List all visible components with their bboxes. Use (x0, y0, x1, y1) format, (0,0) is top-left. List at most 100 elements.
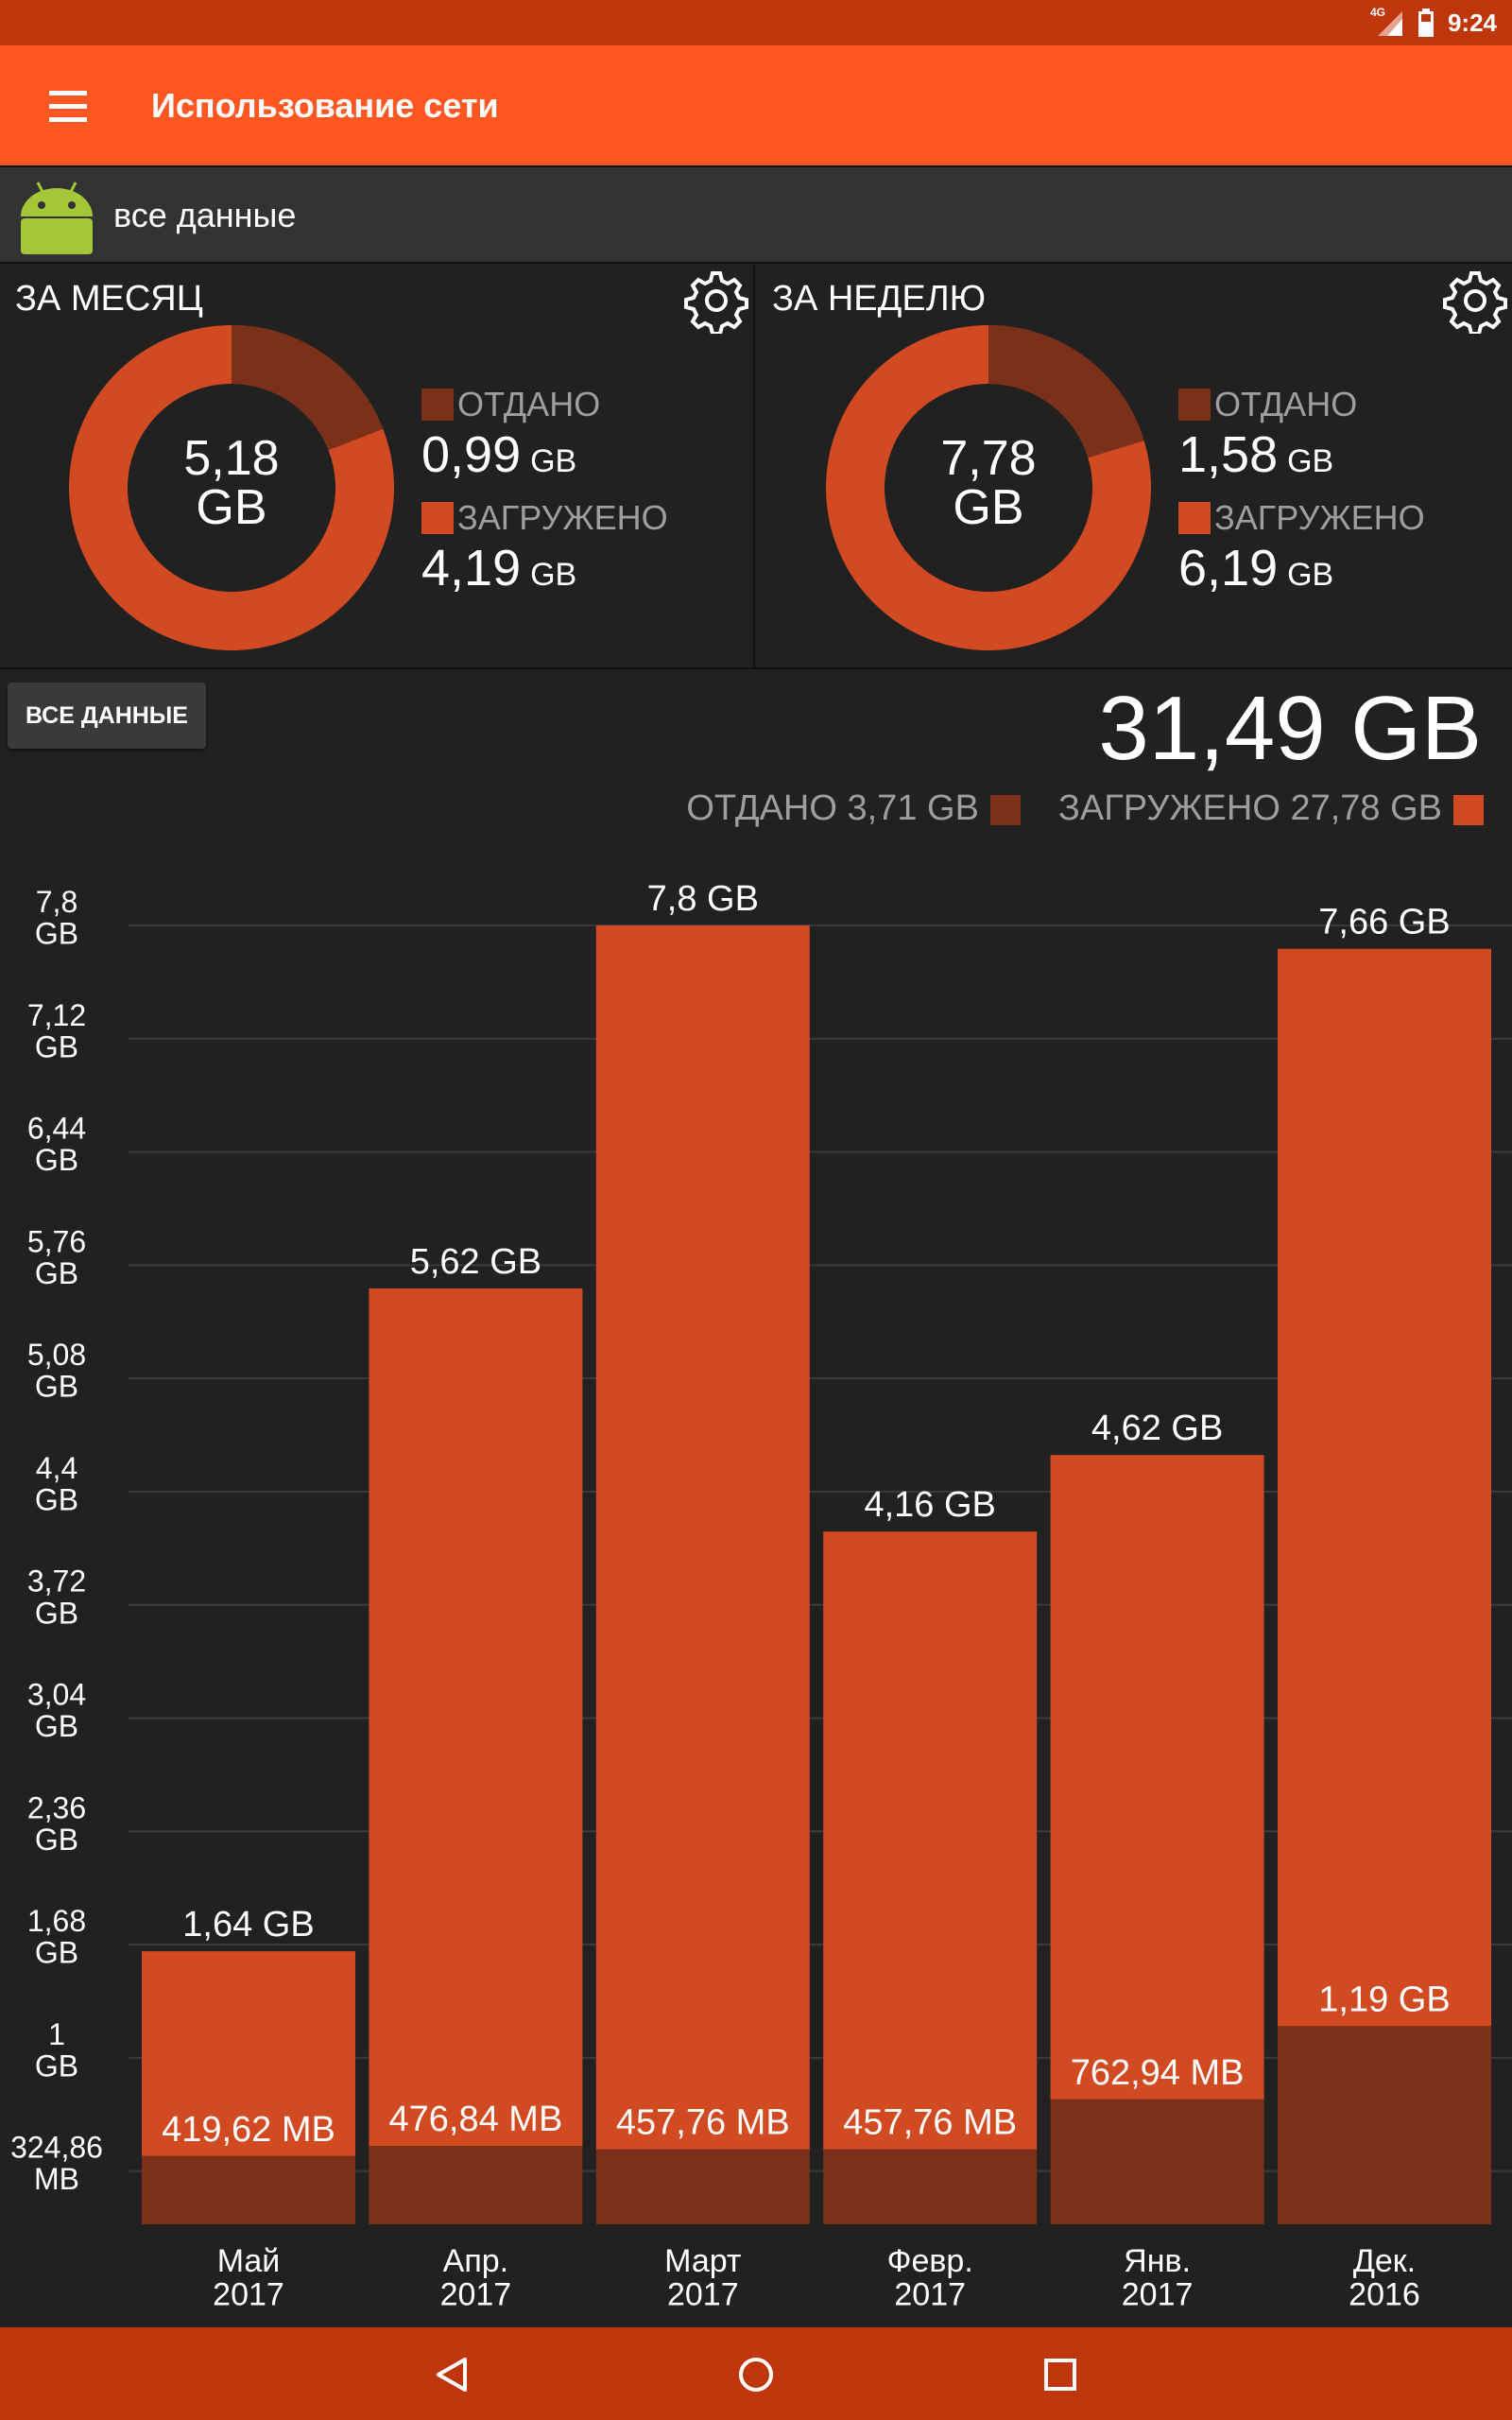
bar-downloaded (369, 1288, 583, 2147)
downloaded-label: ЗАГРУЖЕНО (1214, 498, 1425, 537)
uploaded-unit: GB (530, 443, 577, 479)
recents-icon[interactable] (1032, 2348, 1089, 2401)
bar-uploaded-label: 457,76 MB (843, 2103, 1017, 2143)
status-bar: 4G 9:24 (0, 0, 1512, 45)
legend-uploaded-swatch (989, 794, 1021, 825)
downloaded-legend: ЗАГРУЖЕНО 6,19 GB (1178, 498, 1425, 605)
x-tick-label: Май 2017 (213, 2243, 284, 2313)
bar-total-label: 4,16 GB (864, 1485, 995, 1525)
clock: 9:24 (1447, 8, 1497, 37)
y-tick-label: 5,76 GB (27, 1224, 86, 1290)
downloaded-label: ЗАГРУЖЕНО (457, 498, 668, 537)
donut-total-unit: GB (196, 480, 267, 535)
bar-uploaded-label: 762,94 MB (1071, 2053, 1245, 2093)
downloaded-unit: GB (530, 557, 577, 593)
bar-downloaded (1050, 1455, 1264, 2100)
x-tick-label: Янв. 2017 (1122, 2243, 1194, 2313)
uploaded-swatch (1178, 389, 1211, 421)
network-type: 4G (1369, 6, 1385, 19)
y-tick-label: 2,36 GB (27, 1790, 86, 1857)
navigation-bar (0, 2327, 1512, 2420)
uploaded-value: 0,99 (421, 426, 522, 483)
bar-total-label: 5,62 GB (410, 1242, 541, 1282)
month-donut-chart (69, 325, 394, 650)
status-icons: 4G 9:24 (1370, 0, 1497, 45)
total-usage: 31,49 GB (1098, 678, 1482, 779)
bar-downloaded (595, 925, 810, 2150)
downloaded-legend: ЗАГРУЖЕНО 4,19 GB (421, 498, 668, 605)
bar-uploaded (1050, 2099, 1264, 2224)
page-title: Использование сети (151, 86, 499, 125)
x-tick-label: Апр. 2017 (440, 2243, 512, 2313)
y-tick-label: 1 GB (35, 2017, 78, 2083)
x-tick-label: Март 2017 (664, 2243, 741, 2313)
bar-uploaded (595, 2149, 810, 2224)
legend-uploaded: ОТДАНО 3,71 GB (686, 788, 1021, 829)
all-data-filter-button[interactable]: ВСЕ ДАННЫЕ (8, 683, 206, 749)
uploaded-label: ОТДАНО (457, 385, 601, 424)
bar-downloaded (142, 1951, 355, 2156)
donut-center-total: 5,18 GB (66, 434, 397, 532)
y-tick-label: 5,08 GB (27, 1338, 86, 1404)
donut-uploaded-segment (988, 325, 1144, 459)
menu-icon[interactable] (38, 83, 98, 130)
uploaded-unit: GB (1287, 443, 1334, 479)
uploaded-swatch (421, 389, 454, 421)
y-tick-label: 7,12 GB (27, 998, 86, 1064)
bar-total-label: 7,8 GB (647, 879, 759, 919)
downloaded-value: 4,19 (421, 540, 522, 596)
battery-icon (1418, 9, 1435, 37)
y-tick-label: 324,86 MB (10, 2131, 103, 2197)
chart-legend: ОТДАНО 3,71 GB ЗАГРУЖЕНО 27,78 GB (686, 788, 1484, 829)
bar-uploaded (369, 2146, 583, 2224)
divider (0, 667, 1512, 669)
bar-uploaded (142, 2155, 355, 2224)
legend-uploaded-text: ОТДАНО 3,71 GB (686, 788, 979, 828)
y-tick-label: 6,44 GB (27, 1112, 86, 1178)
gear-icon[interactable] (1442, 268, 1508, 334)
signal-icon: 4G (1370, 6, 1404, 36)
legend-downloaded-text: ЗАГРУЖЕНО 27,78 GB (1057, 788, 1442, 828)
y-tick-label: 1,68 GB (27, 1904, 86, 1970)
donut-total-unit: GB (953, 480, 1024, 535)
month-summary-panel: ЗА МЕСЯЦ 5,18 GB ОТДАНО 0,99 GB ЗАГРУЖЕНО… (0, 266, 755, 667)
downloaded-value: 6,19 (1178, 540, 1279, 596)
downloaded-swatch (1178, 502, 1211, 534)
donut-total-value: 5,18 (183, 431, 280, 486)
x-tick-label: Дек. 2016 (1349, 2243, 1420, 2313)
downloaded-unit: GB (1287, 557, 1334, 593)
home-icon[interactable] (728, 2348, 784, 2401)
bar-downloaded (823, 1531, 1038, 2150)
bar-uploaded-label: 457,76 MB (616, 2103, 790, 2143)
panel-title: ЗА НЕДЕЛЮ (772, 279, 987, 319)
bar-uploaded-label: 419,62 MB (162, 2110, 335, 2150)
y-tick-label: 3,04 GB (27, 1677, 86, 1743)
donut-uploaded-segment (231, 325, 384, 452)
legend-downloaded-swatch (1453, 794, 1484, 825)
gear-icon[interactable] (683, 268, 749, 334)
legend-downloaded: ЗАГРУЖЕНО 27,78 GB (1058, 788, 1484, 829)
downloaded-swatch (421, 502, 454, 534)
bar-total-label: 4,62 GB (1091, 1409, 1223, 1448)
bar-uploaded-label: 476,84 MB (389, 2100, 563, 2139)
app-selector-label: все данные (113, 196, 297, 234)
bar-total-label: 7,66 GB (1318, 903, 1450, 942)
y-tick-label: 4,4 GB (35, 1451, 78, 1517)
x-tick-label: Февр. 2017 (887, 2243, 973, 2313)
uploaded-value: 1,58 (1178, 426, 1279, 483)
y-tick-label: 7,8 GB (35, 885, 78, 951)
bar-downloaded (1278, 948, 1491, 2027)
back-icon[interactable] (423, 2348, 480, 2401)
panel-title: ЗА МЕСЯЦ (15, 279, 203, 319)
donut-center-total: 7,78 GB (823, 434, 1154, 532)
uploaded-label: ОТДАНО (1214, 385, 1358, 424)
monthly-usage-bar-chart: 7,8 GB 7,12 GB 6,44 GB 5,76 GB 5,08 GB 4,4 GB 3,72 GB… (10, 879, 1512, 2313)
bar-uploaded (823, 2149, 1038, 2224)
y-tick-label: 3,72 GB (27, 1564, 86, 1631)
donut-total-value: 7,78 (940, 431, 1037, 486)
uploaded-legend: ОТДАНО 0,99 GB (421, 385, 600, 492)
week-summary-panel: ЗА НЕДЕЛЮ 7,78 GB ОТДАНО 1,58 GB ЗАГРУЖЕН… (757, 266, 1512, 667)
bar-total-label: 1,64 GB (182, 1905, 314, 1945)
app-selector[interactable]: все данные (0, 165, 1512, 264)
bar-uploaded-label: 1,19 GB (1318, 1979, 1450, 2019)
